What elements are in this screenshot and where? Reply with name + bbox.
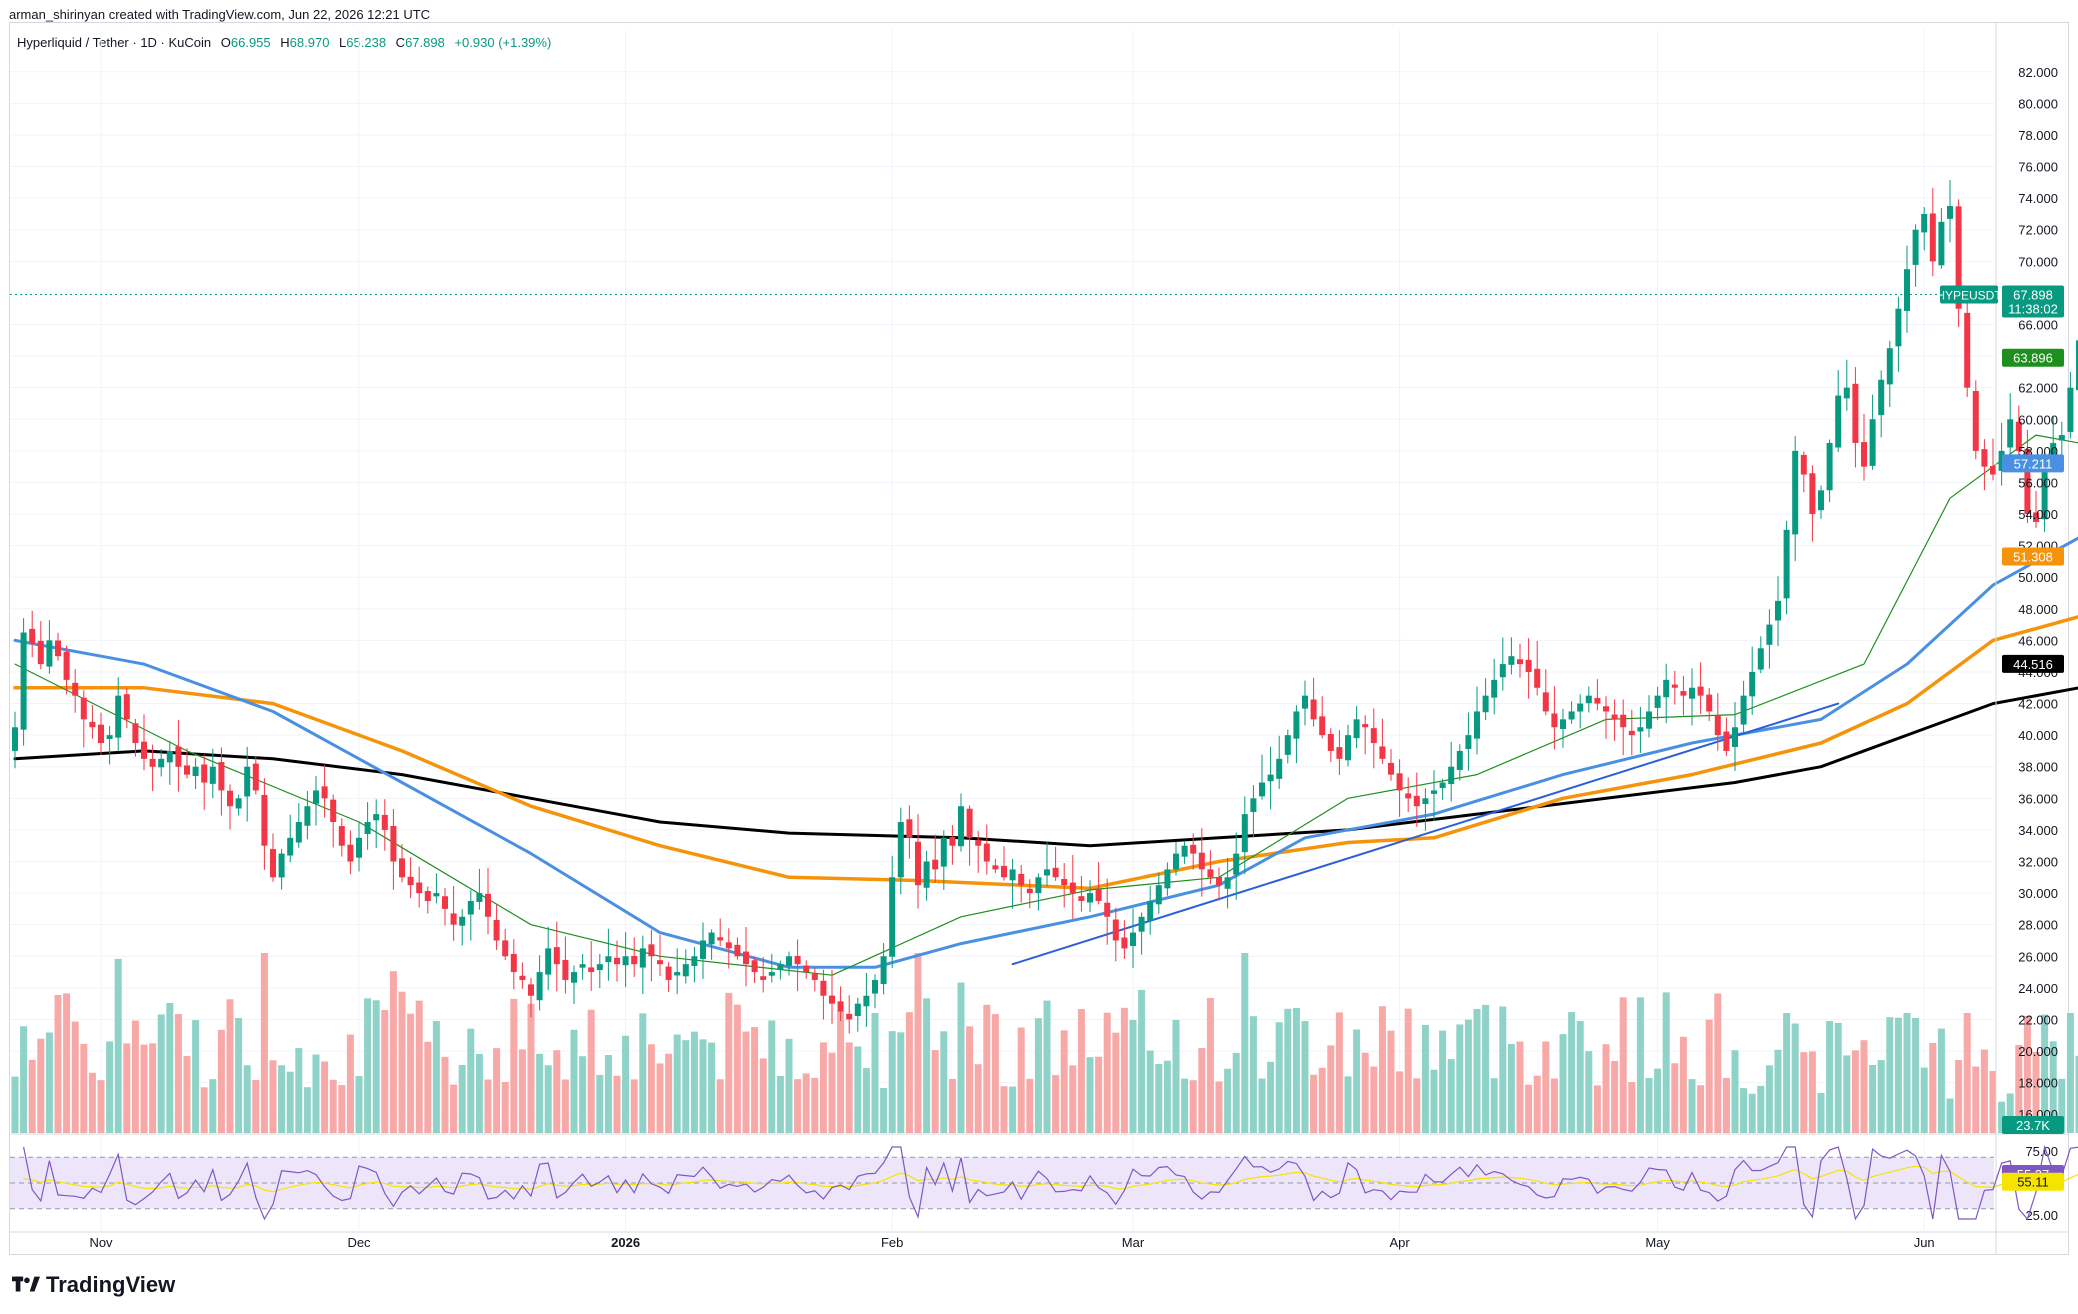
symbol-title: Hyperliquid / Tether · 1D · KuCoin xyxy=(17,35,212,50)
high-value: 68.970 xyxy=(289,35,330,50)
low-label: L xyxy=(339,35,347,50)
close-value: 67.898 xyxy=(405,35,445,50)
logo-text: TradingView xyxy=(46,1272,176,1297)
close-label: C xyxy=(395,35,406,50)
created-note: arman_shirinyan created with TradingView… xyxy=(9,7,431,22)
low-value: 65.238 xyxy=(346,35,387,50)
tradingview-logo[interactable]: TradingView xyxy=(12,1272,175,1298)
tradingview-logo-icon xyxy=(12,1276,40,1292)
change-value: +0.930 (+1.39%) xyxy=(454,35,552,50)
symbol-legend[interactable]: Hyperliquid / Tether · 1D · KuCoin O66.9… xyxy=(17,35,551,50)
high-label: H xyxy=(280,35,290,50)
open-value: 66.955 xyxy=(230,35,271,50)
open-label: O xyxy=(220,35,231,50)
chart-frame xyxy=(9,22,2069,1255)
